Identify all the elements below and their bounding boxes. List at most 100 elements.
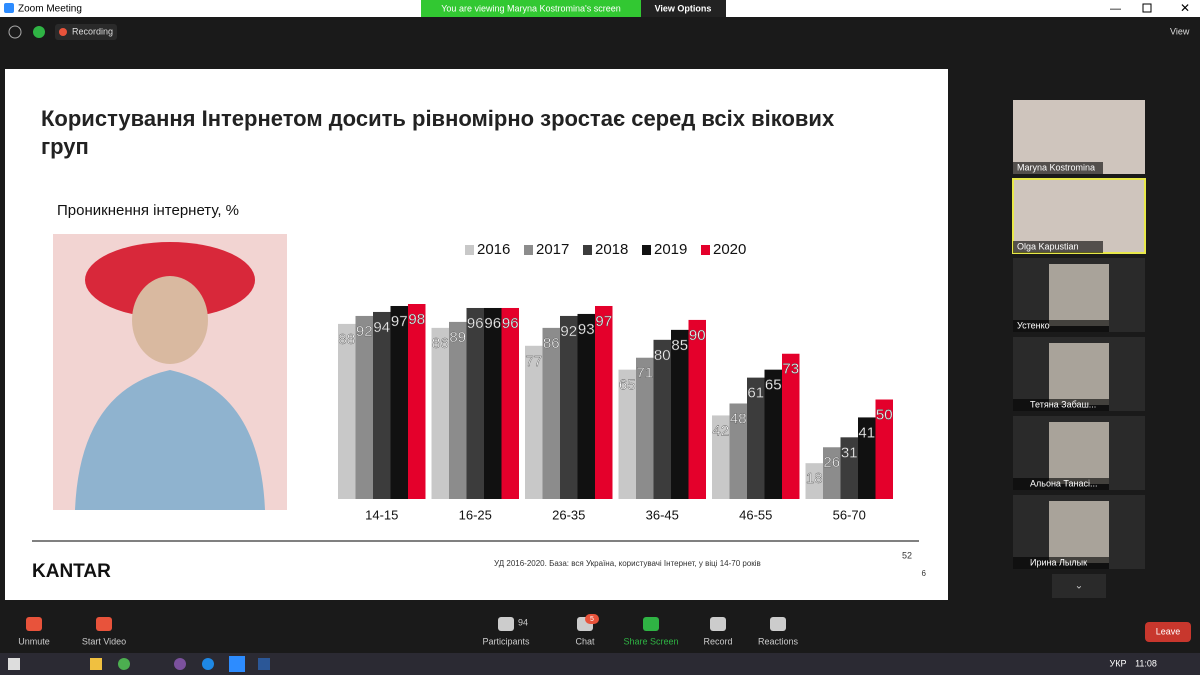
value-label: 26 <box>823 454 840 471</box>
value-label: 42 <box>712 422 729 439</box>
bar <box>390 305 408 499</box>
participant-name: Альона Танасі... <box>1030 478 1098 488</box>
recording-text: Recording <box>72 26 113 36</box>
value-label: 89 <box>449 329 466 346</box>
bar <box>747 377 765 499</box>
toolbar-label[interactable]: Record <box>703 636 732 646</box>
legend-swatch <box>642 245 651 255</box>
value-label: 97 <box>391 313 408 330</box>
start-icon[interactable] <box>8 658 20 670</box>
bar <box>875 399 893 499</box>
maximize[interactable] <box>1142 3 1152 13</box>
toolbar-label[interactable]: Share Screen <box>623 636 678 646</box>
legend-swatch <box>465 245 474 255</box>
x-tick-label: 36-45 <box>646 507 679 522</box>
minimize[interactable]: — <box>1110 3 1121 15</box>
bar <box>671 329 689 499</box>
edge-icon[interactable] <box>202 658 214 670</box>
recording-dot <box>59 28 67 36</box>
leave-button[interactable] <box>1145 622 1191 642</box>
explorer-icon[interactable] <box>90 658 102 670</box>
scroll-down[interactable] <box>1052 574 1106 598</box>
participant-name: Maryna Kostromina <box>1017 162 1095 172</box>
participant-photo <box>1049 343 1109 405</box>
toolbar-icon[interactable] <box>643 617 659 631</box>
x-tick-label: 16-25 <box>459 507 492 522</box>
value-label: 77 <box>525 353 542 370</box>
value-label: 97 <box>595 313 612 330</box>
word-icon[interactable] <box>258 658 270 670</box>
legend-label: 2020 <box>713 241 746 258</box>
legend-label: 2016 <box>477 241 510 258</box>
toolbar-label[interactable]: Participants <box>482 636 530 646</box>
value-label: 50 <box>876 406 893 423</box>
bar <box>729 403 747 499</box>
toolbar-icon[interactable] <box>498 617 514 631</box>
value-label: 93 <box>578 321 595 338</box>
view-text[interactable]: View <box>1170 26 1190 36</box>
toolbar-icon[interactable] <box>26 617 42 631</box>
close[interactable]: ✕ <box>1180 1 1190 15</box>
value-label: 88 <box>338 331 355 348</box>
bar <box>466 307 484 499</box>
toolbar-buttons: Unmute Start Video Participants Chat Share S… <box>18 617 799 646</box>
taskbar-lang: УКР <box>1110 658 1127 668</box>
toolbar-label[interactable]: Reactions <box>758 636 799 646</box>
taskbar-time: 11:08 <box>1135 658 1157 668</box>
x-tick-label: 14-15 <box>365 507 398 522</box>
toolbar-label[interactable]: Unmute <box>18 636 50 646</box>
bar <box>449 321 467 499</box>
value-label: 65 <box>765 377 782 394</box>
toolbar-label[interactable]: Start Video <box>82 636 126 646</box>
taskbar <box>0 653 1200 675</box>
toolbar-icon[interactable] <box>710 617 726 631</box>
shield-icon[interactable] <box>33 26 45 38</box>
info-icon[interactable] <box>8 25 22 39</box>
toolbar-icon[interactable] <box>96 617 112 631</box>
value-label: 96 <box>467 315 484 332</box>
bar <box>355 315 373 499</box>
participant-photo <box>1049 501 1109 563</box>
slide-title: Користування Інтернетом досить рівномірн… <box>41 106 835 159</box>
value-label: 85 <box>671 337 688 354</box>
page-number: 52 <box>902 550 912 560</box>
bar <box>408 304 426 499</box>
zoom-icon[interactable] <box>229 656 245 672</box>
view-options[interactable] <box>641 0 726 17</box>
bar <box>560 315 578 499</box>
toolbar-label[interactable]: Chat <box>575 636 595 646</box>
value-label: 94 <box>373 319 390 336</box>
participant-name: Olga Kapustian <box>1017 241 1079 251</box>
value-label: 96 <box>502 315 519 332</box>
value-label: 41 <box>858 424 875 441</box>
name-plate <box>1013 557 1109 569</box>
legend-swatch <box>701 245 710 255</box>
toolbar-icon[interactable] <box>770 617 786 631</box>
value-label: 18 <box>806 470 823 487</box>
legend-label: 2019 <box>654 241 687 258</box>
recording-badge <box>55 24 117 40</box>
scroll-arrow[interactable]: ⌄ <box>1075 581 1083 592</box>
viber-icon[interactable] <box>174 658 186 670</box>
bar <box>577 313 595 499</box>
value-label: 65 <box>619 377 636 394</box>
chat-badge <box>585 614 599 624</box>
name-plate <box>1013 478 1109 490</box>
page-number-2: 6 <box>922 569 927 578</box>
legend-label: 2017 <box>536 241 569 258</box>
legend-swatch <box>583 245 592 255</box>
value-label: 71 <box>636 365 653 382</box>
leave-text[interactable]: Leave <box>1156 626 1181 636</box>
value-label: 96 <box>484 315 501 332</box>
bar <box>840 437 858 499</box>
chat-count: 5 <box>590 616 594 623</box>
chrome-icon[interactable] <box>118 658 130 670</box>
logo: KANTAR <box>32 561 111 582</box>
toolbar <box>0 607 1200 653</box>
participant-photo <box>1049 422 1109 484</box>
view-options-text[interactable]: View Options <box>655 3 712 13</box>
bar <box>653 339 671 499</box>
bar <box>525 345 543 499</box>
